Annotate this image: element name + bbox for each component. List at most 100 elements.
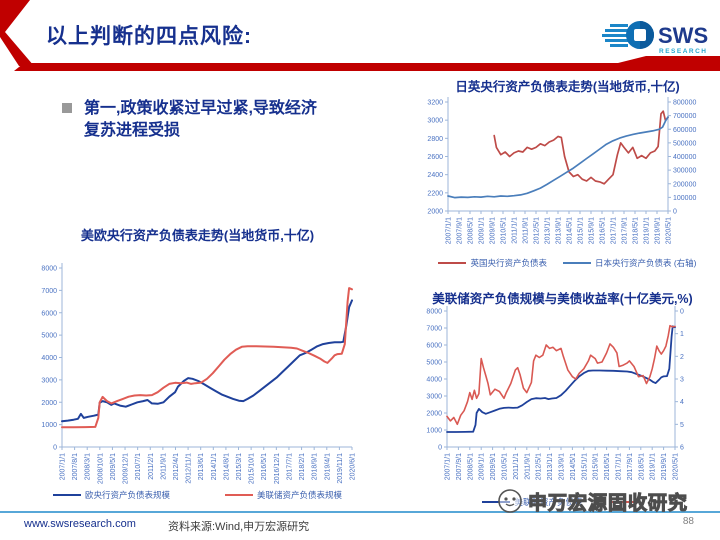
legend-item: 日本央行资产负债表 (右轴) xyxy=(562,257,697,269)
footer-source: 资料来源:Wind,申万宏源研究 xyxy=(168,521,310,533)
svg-text:2013/6/1: 2013/6/1 xyxy=(198,453,205,480)
legend-dash-icon xyxy=(482,500,511,504)
svg-text:2000: 2000 xyxy=(41,400,57,407)
svg-text:2007/9/1: 2007/9/1 xyxy=(457,217,464,244)
svg-text:2015/9/1: 2015/9/1 xyxy=(589,217,596,244)
svg-text:2008/10/1: 2008/10/1 xyxy=(97,453,104,484)
legend-item: 美联储资产负债表 xyxy=(482,496,583,508)
svg-text:2013/9/1: 2013/9/1 xyxy=(559,453,566,480)
svg-text:2011/1/1: 2011/1/1 xyxy=(513,453,520,480)
svg-text:2020/5/1: 2020/5/1 xyxy=(666,217,673,244)
watermark: 申万宏源固收研究 xyxy=(497,484,719,518)
svg-text:2007/1/1: 2007/1/1 xyxy=(446,217,453,244)
legend-label: 美联储资产负债表规模 xyxy=(257,490,343,500)
svg-text:2013/1/1: 2013/1/1 xyxy=(547,453,554,480)
svg-text:3000: 3000 xyxy=(427,118,443,125)
svg-text:3200: 3200 xyxy=(427,100,443,107)
svg-text:2800: 2800 xyxy=(427,136,443,143)
svg-text:4000: 4000 xyxy=(426,377,442,384)
header-red-decoration xyxy=(0,0,720,71)
svg-text:2009/1/1: 2009/1/1 xyxy=(479,217,486,244)
legend-dash-icon xyxy=(438,261,467,265)
legend-label: 欧央行资产负债表规模 xyxy=(84,490,170,500)
svg-text:2400: 2400 xyxy=(427,172,443,179)
svg-text:2016/12/1: 2016/12/1 xyxy=(274,453,281,484)
svg-text:3: 3 xyxy=(680,377,684,384)
svg-text:2011/9/1: 2011/9/1 xyxy=(160,453,167,480)
svg-text:3000: 3000 xyxy=(41,377,57,384)
footer-page-number: 88 xyxy=(682,516,694,527)
svg-text:2008/5/1: 2008/5/1 xyxy=(468,217,475,244)
svg-text:2009/9/1: 2009/9/1 xyxy=(490,453,497,480)
svg-text:2012/5/1: 2012/5/1 xyxy=(534,217,541,244)
svg-text:2017/1/1: 2017/1/1 xyxy=(616,453,623,480)
legend-label: 英国央行资产负债表 xyxy=(470,258,547,268)
bullet-square-icon xyxy=(62,103,72,113)
chart-legend: 英国央行资产负债表 日本央行资产负债表 (右轴) xyxy=(415,257,720,269)
svg-text:2015/10/1: 2015/10/1 xyxy=(249,453,256,484)
svg-text:2009/5/1: 2009/5/1 xyxy=(110,453,117,480)
svg-text:200000: 200000 xyxy=(673,181,696,188)
svg-text:5000: 5000 xyxy=(426,360,442,367)
watermark-text: 申万宏源固收研究 xyxy=(527,492,689,514)
svg-text:2000: 2000 xyxy=(427,209,443,216)
svg-text:2017/9/1: 2017/9/1 xyxy=(627,453,634,480)
svg-text:4: 4 xyxy=(680,399,684,406)
svg-text:2009/12/1: 2009/12/1 xyxy=(123,453,130,484)
svg-text:2007/1/1: 2007/1/1 xyxy=(60,453,67,480)
svg-text:2016/5/1: 2016/5/1 xyxy=(600,217,607,244)
svg-text:2015/9/1: 2015/9/1 xyxy=(593,453,600,480)
svg-text:2018/2/1: 2018/2/1 xyxy=(299,453,306,480)
chart-title: 日英央行资产负债表走势(当地货币,十亿) xyxy=(455,80,680,94)
legend-label: 日本央行资产负债表 (右轴) xyxy=(594,258,697,268)
svg-text:2011/9/1: 2011/9/1 xyxy=(524,453,531,480)
svg-text:1: 1 xyxy=(680,331,684,338)
svg-text:2018/9/1: 2018/9/1 xyxy=(312,453,319,480)
svg-text:2016/5/1: 2016/5/1 xyxy=(261,453,268,480)
svg-text:7000: 7000 xyxy=(426,326,442,333)
svg-text:2010/7/1: 2010/7/1 xyxy=(135,453,142,480)
globe-icon xyxy=(602,21,654,49)
chart-title: 美联储资产负债规模与美债收益率(十亿美元,%) xyxy=(432,292,693,306)
svg-text:2007/8/1: 2007/8/1 xyxy=(72,453,79,480)
svg-text:2014/5/1: 2014/5/1 xyxy=(570,453,577,480)
legend-item: 欧央行资产负债表规模 xyxy=(52,489,170,501)
chart-legend: 欧央行资产负债表规模 美联储资产负债表规模 xyxy=(25,489,370,501)
sws-logo: SWS RESEARCH xyxy=(602,12,712,65)
svg-text:2019/4/1: 2019/4/1 xyxy=(324,453,331,480)
svg-text:400000: 400000 xyxy=(673,154,696,161)
svg-text:700000: 700000 xyxy=(673,113,696,120)
svg-text:2019/11/1: 2019/11/1 xyxy=(337,453,344,484)
svg-text:2020/5/1: 2020/5/1 xyxy=(673,453,680,480)
svg-text:0: 0 xyxy=(680,309,684,316)
svg-text:5000: 5000 xyxy=(41,333,57,340)
svg-text:2013/1/1: 2013/1/1 xyxy=(545,217,552,244)
logo-text: SWS xyxy=(658,23,708,48)
svg-text:2008/5/1: 2008/5/1 xyxy=(467,453,474,480)
svg-text:600000: 600000 xyxy=(673,127,696,134)
svg-text:2014/5/1: 2014/5/1 xyxy=(567,217,574,244)
svg-text:2017/1/1: 2017/1/1 xyxy=(611,217,618,244)
svg-text:6000: 6000 xyxy=(426,343,442,350)
svg-text:2010/5/1: 2010/5/1 xyxy=(501,217,508,244)
svg-text:3000: 3000 xyxy=(426,394,442,401)
svg-text:2010/5/1: 2010/5/1 xyxy=(502,453,509,480)
chart-legend: 美联储资产负债表 xyxy=(405,496,720,508)
chart-us-eu-plot: 0 1000 2000 3000 4000 5000 6000 7000 8000 2007/1/… xyxy=(41,263,357,484)
footer-website: www.swsresearch.com xyxy=(24,518,136,530)
bullet-text: 第一,政策收紧过早过紧,导致经济复苏进程受损 xyxy=(84,100,317,140)
legend-item xyxy=(610,500,643,504)
legend-item: 美联储资产负债表规模 xyxy=(225,489,342,501)
svg-text:4000: 4000 xyxy=(41,355,57,362)
svg-text:2012/4/1: 2012/4/1 xyxy=(173,453,180,480)
page-title: 以上判断的四点风险: xyxy=(46,25,252,48)
svg-text:2012/5/1: 2012/5/1 xyxy=(536,453,543,480)
svg-text:2200: 2200 xyxy=(427,190,443,197)
footer-rule xyxy=(0,511,720,513)
svg-text:2020/6/1: 2020/6/1 xyxy=(350,453,357,480)
svg-text:2019/1/1: 2019/1/1 xyxy=(644,217,651,244)
svg-text:2007/1/1: 2007/1/1 xyxy=(445,453,452,480)
svg-text:2015/3/1: 2015/3/1 xyxy=(236,453,243,480)
svg-text:5: 5 xyxy=(680,422,684,429)
svg-text:2017/9/1: 2017/9/1 xyxy=(622,217,629,244)
